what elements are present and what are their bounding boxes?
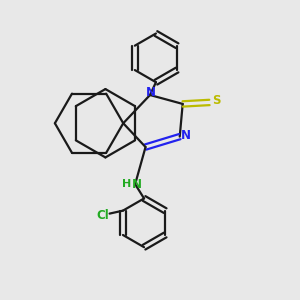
Text: N: N (146, 86, 156, 99)
Text: N: N (181, 129, 191, 142)
Text: S: S (213, 94, 221, 107)
Text: Cl: Cl (97, 208, 110, 222)
Text: H: H (122, 179, 131, 189)
Text: N: N (132, 178, 142, 191)
